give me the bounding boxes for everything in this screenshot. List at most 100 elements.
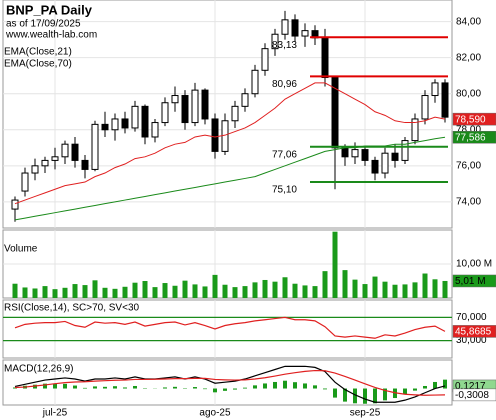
candle-body <box>211 118 219 152</box>
candle-body <box>61 143 69 158</box>
histogram-bar <box>243 387 247 389</box>
histogram-bar <box>253 385 257 389</box>
histogram-bar <box>203 388 207 390</box>
histogram-bar <box>213 388 217 393</box>
last-value-label: 77,586 <box>455 132 486 143</box>
last-value-label: 5,01 M <box>455 276 486 287</box>
histogram-bar <box>223 388 227 391</box>
candle-body <box>71 143 79 161</box>
line <box>14 82 446 205</box>
volume-bar <box>342 270 348 298</box>
volume-bar <box>72 284 78 298</box>
histogram-bar <box>373 388 377 404</box>
histogram-bar <box>83 387 87 389</box>
histogram-bar <box>413 388 417 391</box>
histogram-bar <box>113 386 117 389</box>
volume-bar <box>222 284 228 298</box>
volume-bar <box>62 287 68 298</box>
volume-bar <box>292 283 298 298</box>
legend-entry: EMA(Close,70) <box>4 59 72 70</box>
candle-body <box>51 156 59 161</box>
volume-bar <box>82 285 88 298</box>
volume-bar <box>182 280 188 298</box>
candle-body <box>81 159 89 170</box>
volume-bar <box>142 281 148 298</box>
y-tick-label: 74,00 <box>456 197 481 208</box>
histogram-bar <box>13 387 17 389</box>
candle-body <box>401 140 409 161</box>
volume-bar <box>32 288 38 298</box>
candle-body <box>171 95 179 104</box>
y-tick-label: 30,000 <box>456 335 487 346</box>
x-tick-label: sep-25 <box>350 408 381 419</box>
volume-bar <box>112 288 118 298</box>
candle-body <box>441 82 449 118</box>
histogram-bar <box>233 388 237 390</box>
histogram-bar <box>343 388 347 402</box>
candle-body <box>221 120 229 152</box>
histogram-bar <box>43 383 47 389</box>
histogram-bar <box>263 383 267 389</box>
candle-body <box>41 159 49 167</box>
candle-body <box>181 95 189 124</box>
volume-bar <box>202 286 208 298</box>
candle-body <box>341 147 349 158</box>
volume-bar <box>242 286 248 298</box>
histogram-bar <box>73 385 77 389</box>
last-value-label: 0,1217 <box>455 381 486 392</box>
volume-bar <box>132 282 138 298</box>
histogram-bar <box>173 386 177 389</box>
y-tick-label: 82,00 <box>456 52 481 63</box>
last-value-box <box>452 325 496 338</box>
histogram-bar <box>53 383 57 389</box>
histogram-bar <box>353 388 357 404</box>
histogram-bar <box>133 385 137 389</box>
candle-body <box>121 118 129 129</box>
level-label: 83,13 <box>272 40 297 51</box>
candle-body <box>421 95 429 120</box>
volume-bar <box>322 271 328 298</box>
x-tick-label: ago-25 <box>199 408 231 419</box>
volume-bar <box>22 287 28 298</box>
histogram-bar <box>103 386 107 389</box>
last-value-box <box>452 112 496 126</box>
volume-bar <box>262 279 268 298</box>
volume-bar <box>92 280 98 298</box>
panel <box>2 299 453 359</box>
level-label: 75,10 <box>272 185 297 196</box>
histogram-bar <box>123 387 127 389</box>
volume-bar <box>52 289 58 298</box>
volume-bar <box>42 286 48 298</box>
candle-body <box>371 159 379 174</box>
candle-body <box>101 123 109 131</box>
candle-body <box>271 33 279 50</box>
histogram-bar <box>303 383 307 389</box>
volume-bar <box>192 284 198 298</box>
histogram-bar <box>63 383 67 389</box>
panel-title: MACD(12,26,9) <box>4 364 73 375</box>
candle-body <box>331 77 339 149</box>
y-tick-label: 80,00 <box>456 88 481 99</box>
volume-bar <box>212 274 218 298</box>
volume-bar <box>382 281 388 298</box>
last-value-box <box>452 274 496 288</box>
histogram-bar <box>163 387 167 389</box>
candle-body <box>141 105 149 138</box>
y-tick-label: 70,000 <box>456 312 487 323</box>
candle-body <box>161 102 169 124</box>
volume-bar <box>362 284 368 298</box>
histogram-bar <box>443 379 447 389</box>
volume-bar <box>152 287 158 298</box>
volume-bar <box>372 276 378 298</box>
level-label: 80,96 <box>272 79 297 90</box>
histogram-bar <box>293 382 297 389</box>
volume-bar <box>432 279 438 298</box>
line <box>14 316 446 339</box>
volume-bar <box>412 282 418 298</box>
candle-body <box>391 152 399 161</box>
last-value-box <box>452 130 496 144</box>
candle-body <box>241 93 249 107</box>
last-value-label: 45,8685 <box>455 327 492 338</box>
candle-body <box>431 82 439 97</box>
